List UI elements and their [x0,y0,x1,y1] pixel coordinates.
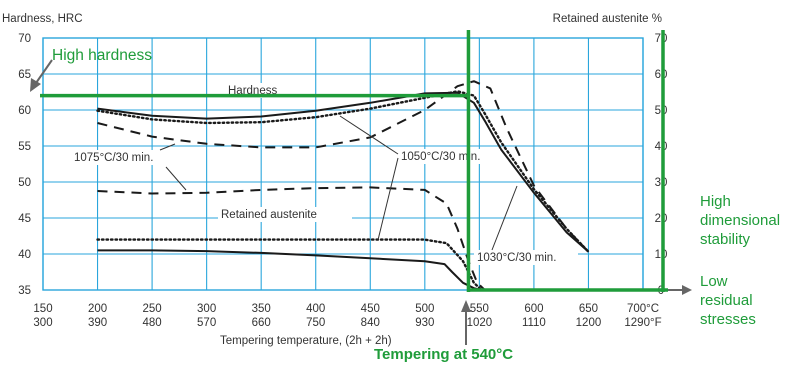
x-tick-label-c: 500 [415,303,434,315]
annotation-line: residual [700,292,753,309]
leader-1050-austenite [377,157,399,241]
annotation-line: Low [700,273,728,290]
x-tick-label-c: 400 [306,303,325,315]
annotation-line: High [700,193,731,210]
x-tick-label-c: 250 [142,303,161,315]
leader-1050-hardness [339,115,399,155]
y-right-tick-label: 20 [655,213,668,225]
tempering-at-label: Tempering at 540°C [374,346,513,363]
x-tick-label-f: 1200 [576,317,602,329]
x-tick-label-f: 570 [197,317,216,329]
x-axis-title: Tempering temperature, (2h + 2h) [220,335,392,347]
high-hardness-arrow-shaft [35,59,53,84]
label-1030: 1030°C/30 min. [477,252,556,264]
x-tick-label-c: 600 [524,303,543,315]
label-1050-bg [398,149,500,164]
x-tick-label-f: 930 [415,317,434,329]
high-hardness-arrow-head [30,78,41,92]
left-axis-title: Hardness, HRC [2,13,83,25]
x-tick-label-f: 1020 [467,317,493,329]
x-tick-label-f: 840 [361,317,380,329]
hardness-series-line [96,90,590,253]
y-right-tick-label: 30 [655,177,668,189]
hardness-series-line [97,91,590,253]
annotation-line: stability [700,231,751,248]
x-tick-label-c: 150 [33,303,52,315]
retained-austenite-series-line [96,238,483,292]
x-tick-label-c: 350 [252,303,271,315]
high-dimensional-stability-label: High dimensional stability [700,193,780,248]
low-stress-arrow-head [682,285,692,295]
hardness-series-line [97,80,590,253]
retained-austenite-series-line [97,249,482,291]
x-tick-label-f: 1110 [522,317,546,329]
y-right-tick-label: 70 [655,33,668,45]
x-tick-label-c: 300 [197,303,216,315]
x-tick-label-c: 550 [470,303,489,315]
leader-1075-hardness [159,143,176,151]
annotation-line: stresses [700,311,756,328]
x-tick-label-f: 1290°F [624,317,661,329]
x-tick-label-c: 200 [88,303,107,315]
tempering-arrow-head [461,300,471,312]
x-tick-label-f: 300 [33,317,52,329]
label-1050: 1050°C/30 min. [401,151,480,163]
x-tick-label-f: 750 [306,317,325,329]
leader-1075-austenite [165,166,187,191]
y-left-tick-label: 40 [18,249,31,261]
low-residual-stresses-label: Low residual stresses [700,273,756,328]
label-1075: 1075°C/30 min. [74,152,153,164]
tick-labels: 3540455055606570010203040506070150200250… [18,33,667,329]
right-axis-title: Retained austenite % [553,13,662,25]
y-left-tick-label: 35 [18,285,31,297]
leader-1030-hardness [491,185,518,251]
retained-austenite-curve-label: Retained austenite [221,209,317,221]
y-left-tick-label: 45 [18,213,31,225]
y-left-tick-label: 55 [18,141,31,153]
green-annotations [40,30,668,292]
y-left-tick-label: 50 [18,177,31,189]
annotation-line: dimensional [700,212,780,229]
grid [42,37,644,291]
y-left-tick-label: 65 [18,69,31,81]
y-left-tick-label: 60 [18,105,31,117]
x-tick-label-f: 390 [88,317,107,329]
retained-austenite-curve-label-bg [218,207,352,222]
y-right-tick-label: 10 [655,249,668,261]
x-tick-label-c: 700°C [627,303,659,315]
y-left-tick-label: 70 [18,33,31,45]
y-right-tick-label: 60 [655,69,668,81]
y-right-tick-label: 50 [655,105,668,117]
high-hardness-label: High hardness [52,47,152,64]
x-tick-label-c: 650 [579,303,598,315]
x-tick-label-f: 480 [142,317,161,329]
y-right-tick-label: 40 [655,141,668,153]
label-1030-bg [474,250,578,265]
x-tick-label-c: 450 [361,303,380,315]
annotation-arrows [30,59,692,345]
x-tick-label-f: 660 [252,317,271,329]
label-1075-bg [71,150,175,165]
